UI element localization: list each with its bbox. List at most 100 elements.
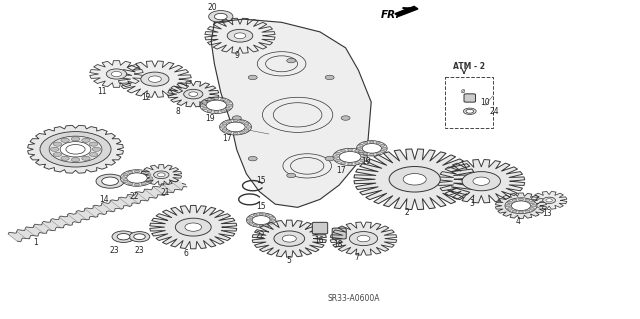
Circle shape: [184, 89, 203, 99]
Circle shape: [102, 177, 118, 185]
Circle shape: [185, 223, 202, 231]
Circle shape: [530, 208, 534, 210]
Circle shape: [221, 110, 225, 112]
Circle shape: [370, 141, 374, 143]
Text: 7: 7: [355, 253, 360, 262]
Circle shape: [82, 156, 90, 160]
Circle shape: [269, 222, 273, 224]
Text: 12: 12: [141, 93, 150, 102]
Circle shape: [244, 122, 249, 125]
Circle shape: [339, 152, 361, 162]
Bar: [445, 77, 493, 128]
Circle shape: [525, 210, 530, 212]
Circle shape: [206, 100, 227, 110]
Circle shape: [141, 171, 146, 174]
Circle shape: [123, 174, 128, 176]
Polygon shape: [211, 19, 371, 207]
Circle shape: [360, 152, 365, 155]
Circle shape: [265, 214, 269, 216]
Circle shape: [265, 224, 269, 226]
Circle shape: [287, 58, 296, 63]
Circle shape: [141, 72, 169, 86]
Circle shape: [252, 216, 270, 225]
Circle shape: [49, 136, 102, 162]
Circle shape: [233, 132, 238, 135]
Circle shape: [259, 225, 263, 227]
Circle shape: [253, 214, 257, 216]
Circle shape: [40, 132, 111, 167]
Circle shape: [141, 182, 146, 185]
Circle shape: [543, 197, 556, 204]
Circle shape: [90, 142, 98, 146]
Circle shape: [340, 162, 346, 164]
Circle shape: [244, 129, 249, 131]
Circle shape: [364, 152, 368, 155]
Text: 17: 17: [336, 166, 346, 175]
Circle shape: [51, 147, 59, 152]
Circle shape: [357, 235, 370, 242]
Circle shape: [466, 109, 474, 113]
Circle shape: [202, 101, 207, 103]
Circle shape: [333, 156, 339, 158]
Polygon shape: [354, 149, 476, 210]
Circle shape: [508, 201, 512, 204]
Text: 5: 5: [286, 256, 291, 265]
Circle shape: [221, 98, 225, 101]
Circle shape: [282, 235, 296, 242]
Circle shape: [209, 11, 233, 23]
Text: 19: 19: [361, 157, 371, 166]
Polygon shape: [438, 160, 525, 203]
Text: 16: 16: [314, 236, 324, 245]
Polygon shape: [395, 6, 418, 16]
Circle shape: [128, 171, 132, 174]
Circle shape: [146, 180, 151, 182]
Circle shape: [348, 149, 353, 151]
Circle shape: [274, 231, 305, 246]
Circle shape: [96, 174, 124, 188]
Text: 19: 19: [205, 114, 215, 122]
Circle shape: [120, 170, 154, 186]
Circle shape: [134, 183, 140, 186]
Circle shape: [128, 182, 132, 185]
Circle shape: [189, 92, 198, 96]
Text: 15: 15: [256, 176, 266, 185]
Circle shape: [473, 177, 490, 185]
Circle shape: [335, 159, 340, 162]
Circle shape: [505, 198, 537, 214]
Circle shape: [518, 211, 524, 213]
Circle shape: [382, 147, 387, 149]
Polygon shape: [118, 61, 191, 97]
Text: 22: 22: [130, 192, 139, 201]
Circle shape: [60, 142, 91, 157]
Polygon shape: [8, 180, 187, 241]
Text: 24: 24: [490, 107, 500, 115]
Circle shape: [506, 204, 511, 207]
Circle shape: [123, 180, 128, 182]
Circle shape: [511, 201, 531, 211]
Text: ⌀: ⌀: [461, 88, 465, 94]
Circle shape: [200, 104, 205, 107]
Circle shape: [325, 75, 334, 80]
Circle shape: [530, 201, 534, 204]
Text: 8: 8: [175, 107, 180, 115]
Polygon shape: [28, 125, 124, 173]
Circle shape: [106, 69, 127, 79]
Circle shape: [546, 199, 552, 202]
Circle shape: [512, 210, 517, 212]
Circle shape: [355, 150, 360, 152]
Polygon shape: [495, 193, 547, 219]
Circle shape: [248, 75, 257, 80]
Text: 4: 4: [516, 217, 521, 226]
Polygon shape: [205, 18, 275, 53]
Circle shape: [389, 167, 440, 192]
Text: ATM - 2: ATM - 2: [453, 62, 485, 71]
Polygon shape: [90, 61, 143, 87]
Circle shape: [512, 199, 517, 201]
Circle shape: [531, 204, 536, 207]
Circle shape: [129, 232, 150, 242]
Circle shape: [146, 174, 151, 176]
Text: 22: 22: [256, 231, 265, 240]
Circle shape: [234, 33, 246, 39]
Circle shape: [239, 120, 244, 122]
Circle shape: [462, 172, 500, 191]
